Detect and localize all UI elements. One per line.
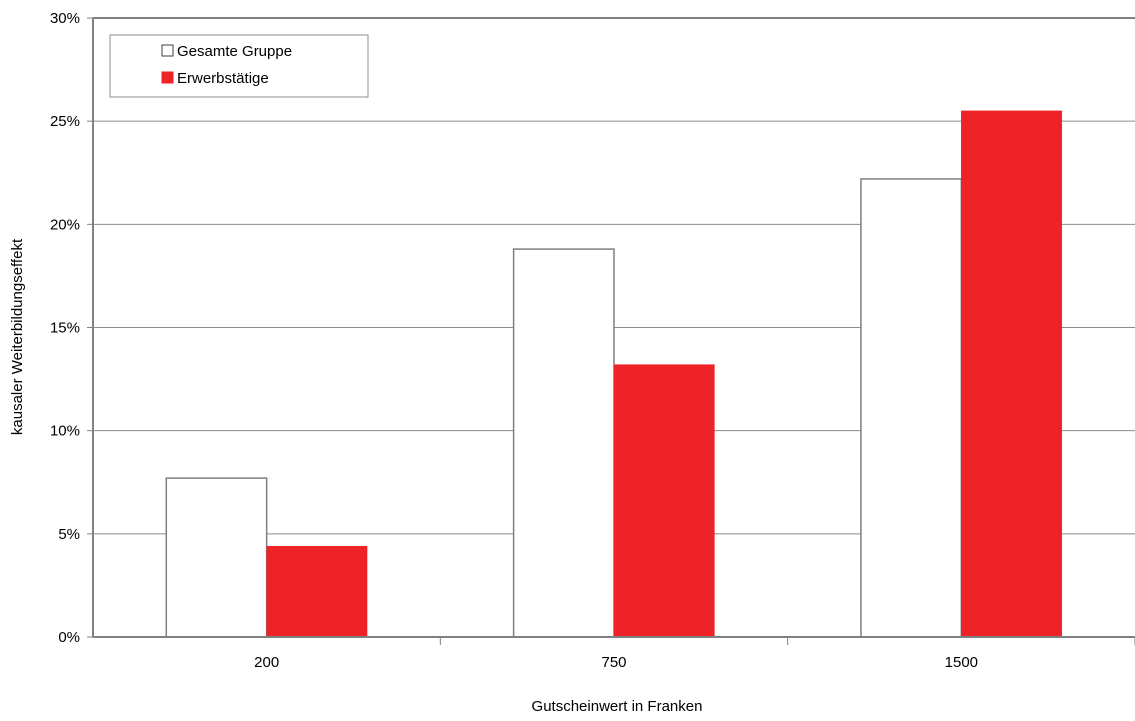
bar-erwerbstaetige-200: [266, 545, 368, 638]
y-tick-label: 15%: [50, 320, 80, 337]
y-axis-label: kausaler Weiterbildungseffekt: [9, 238, 26, 435]
x-tick-label: 1500: [945, 654, 978, 671]
y-tick-label: 5%: [58, 526, 80, 543]
bar-gesamte-gruppe-750: [512, 248, 615, 638]
bars: [165, 110, 1062, 638]
legend-swatch: [161, 71, 174, 84]
y-tick-label: 25%: [50, 113, 80, 130]
y-tick-label: 0%: [58, 629, 80, 646]
y-tick-labels: 0% 5% 10% 15% 20% 25% 30%: [50, 10, 80, 646]
legend-label: Erwerbstätige: [177, 70, 269, 87]
legend-swatch: [161, 44, 174, 57]
legend: Gesamte Gruppe Erwerbstätige: [109, 34, 369, 98]
x-tick-labels: 200 750 1500: [254, 654, 978, 671]
bar-gesamte-gruppe-1500: [860, 178, 963, 638]
x-tick-label: 750: [601, 654, 626, 671]
x-tick-label: 200: [254, 654, 279, 671]
bar-gesamte-gruppe-200: [165, 477, 268, 638]
y-tick-label: 30%: [50, 10, 80, 27]
legend-label: Gesamte Gruppe: [177, 43, 292, 60]
y-tick-label: 10%: [50, 423, 80, 440]
axes: [87, 17, 1135, 645]
bar-erwerbstaetige-750: [613, 364, 715, 638]
bar-erwerbstaetige-1500: [961, 110, 1062, 638]
legend-box: [109, 34, 369, 98]
x-axis-label: Gutscheinwert in Franken: [532, 698, 703, 715]
y-tick-label: 20%: [50, 216, 80, 233]
